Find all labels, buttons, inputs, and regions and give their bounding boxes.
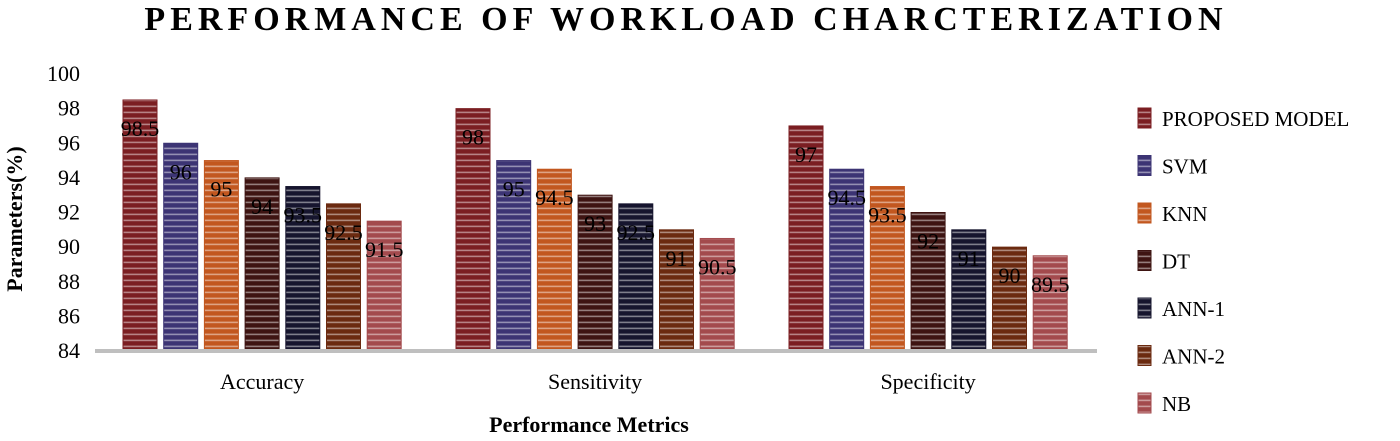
legend-label: ANN-2 — [1162, 345, 1225, 369]
legend-swatch — [1137, 297, 1152, 319]
data-label-svm-accuracy: 96 — [170, 159, 192, 184]
bar-dt-accuracy — [244, 177, 280, 352]
bar-ann-1-sensitivity — [618, 203, 654, 352]
legend-swatch — [1137, 155, 1152, 176]
legend: PROPOSED MODEL SVM KNN DT ANN-1 ANN-2 NB — [1137, 107, 1349, 416]
y-tick-label: 90 — [58, 234, 80, 259]
data-label-ann-2-accuracy: 92.5 — [324, 220, 363, 245]
data-label-svm-specificity: 94.5 — [827, 185, 866, 210]
legend-label: DT — [1162, 250, 1190, 274]
bar-ann-1-specificity — [951, 229, 987, 352]
bar-svm-accuracy — [163, 142, 199, 352]
data-label-dt-specificity: 92 — [917, 229, 939, 254]
x-axis-label: Performance Metrics — [489, 412, 689, 437]
bar-dt-sensitivity — [577, 194, 613, 352]
bar-ann-2-accuracy — [326, 203, 361, 352]
data-label-knn-specificity: 93.5 — [868, 203, 907, 228]
category-labels: Accuracy Sensitivity Specificity — [220, 369, 976, 394]
legend-item-ann-1: ANN-1 — [1137, 297, 1225, 321]
legend-swatch — [1137, 107, 1152, 129]
y-axis-ticks: 84 86 88 90 92 94 96 98 100 — [47, 61, 80, 363]
legend-swatch — [1137, 345, 1152, 366]
y-tick-label: 94 — [58, 165, 80, 190]
bar-svm-specificity — [829, 168, 865, 352]
bar-dt-specificity — [910, 212, 946, 352]
legend-item-dt: DT — [1137, 250, 1190, 274]
data-label-proposed-model-accuracy: 98.5 — [121, 116, 160, 141]
data-label-nb-accuracy: 91.5 — [365, 237, 404, 262]
legend-item-svm: SVM — [1137, 155, 1208, 179]
legend-label: ANN-1 — [1162, 297, 1225, 321]
y-axis-label: Parameters(%) — [2, 146, 27, 291]
data-label-ann-2-specificity: 90 — [999, 263, 1021, 288]
bar-ann-2-specificity — [992, 246, 1027, 352]
bar-proposed-model-accuracy — [122, 99, 158, 352]
legend-swatch — [1137, 392, 1152, 414]
bar-knn-specificity — [869, 186, 905, 352]
legend-item-nb: NB — [1137, 392, 1191, 416]
y-tick-label: 96 — [58, 130, 80, 155]
data-label-dt-sensitivity: 93 — [584, 211, 606, 236]
data-label-ann-2-sensitivity: 91 — [666, 246, 688, 271]
y-tick-label: 100 — [47, 61, 80, 86]
legend-item-ann-2: ANN-2 — [1137, 345, 1225, 369]
bar-nb-specificity — [1032, 255, 1068, 352]
legend-swatch — [1137, 202, 1152, 224]
y-tick-label: 98 — [58, 96, 80, 121]
chart-title: PERFORMANCE OF WORKLOAD CHARCTERIZATION — [144, 1, 1227, 38]
data-label-knn-sensitivity: 94.5 — [535, 185, 574, 210]
bar-proposed-model-sensitivity — [455, 108, 491, 352]
legend-label: PROPOSED MODEL — [1162, 107, 1349, 131]
bar-knn-accuracy — [203, 160, 239, 352]
legend-item-proposed-model: PROPOSED MODEL — [1137, 107, 1349, 131]
legend-label: KNN — [1162, 202, 1208, 226]
data-label-svm-sensitivity: 95 — [503, 177, 525, 202]
bar-knn-sensitivity — [536, 168, 572, 352]
data-label-ann-1-specificity: 91 — [958, 246, 980, 271]
data-label-proposed-model-specificity: 97 — [795, 142, 817, 167]
y-tick-label: 92 — [58, 200, 80, 225]
data-label-knn-accuracy: 95 — [210, 177, 232, 202]
category-label-specificity: Specificity — [880, 369, 975, 394]
category-label-sensitivity: Sensitivity — [548, 369, 642, 394]
legend-item-knn: KNN — [1137, 202, 1208, 226]
data-label-ann-1-sensitivity: 92.5 — [617, 220, 656, 245]
data-label-nb-sensitivity: 90.5 — [698, 254, 737, 279]
category-label-accuracy: Accuracy — [220, 369, 304, 394]
data-label-dt-accuracy: 94 — [251, 194, 273, 219]
y-tick-label: 88 — [58, 269, 80, 294]
legend-label: NB — [1162, 392, 1191, 416]
y-tick-label: 86 — [58, 303, 80, 328]
data-label-proposed-model-sensitivity: 98 — [462, 125, 484, 150]
bar-nb-sensitivity — [699, 237, 735, 352]
legend-label: SVM — [1162, 155, 1208, 179]
data-label-ann-1-accuracy: 93.5 — [284, 203, 323, 228]
bars — [122, 99, 1068, 352]
legend-swatch — [1137, 250, 1152, 271]
data-label-nb-specificity: 89.5 — [1031, 272, 1070, 297]
y-tick-label: 84 — [58, 338, 80, 363]
